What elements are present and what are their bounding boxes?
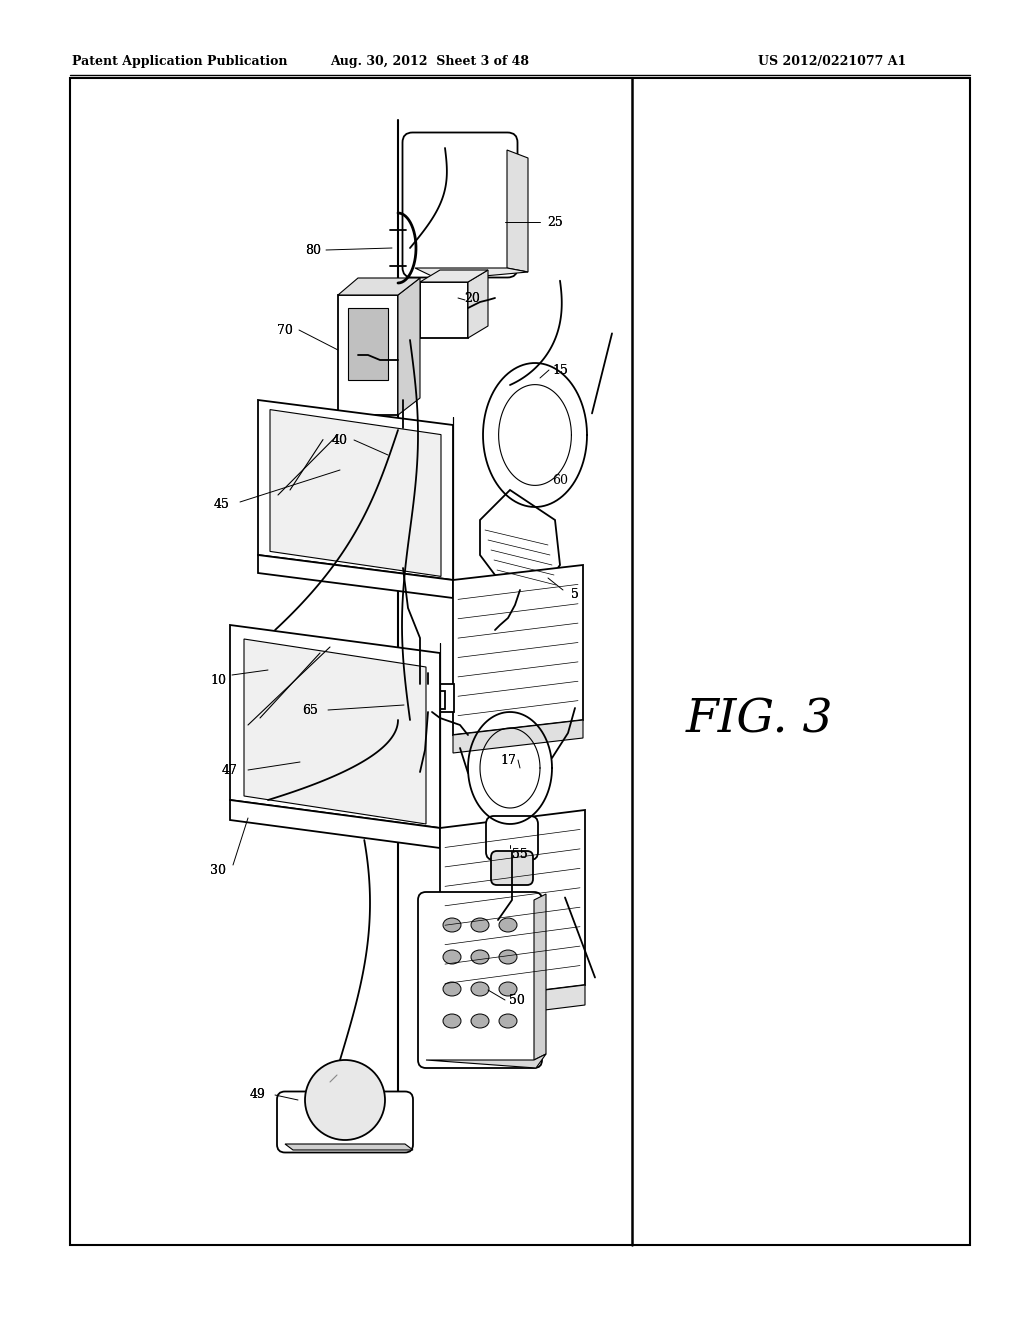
Text: 5: 5 [571,589,579,602]
Polygon shape [388,428,432,438]
Polygon shape [348,308,388,380]
Text: FIG. 3: FIG. 3 [686,697,834,743]
Text: 80: 80 [305,243,321,256]
Polygon shape [388,438,420,490]
FancyBboxPatch shape [490,851,534,884]
Polygon shape [258,400,453,579]
Text: 5: 5 [571,589,579,602]
Polygon shape [534,894,546,1060]
FancyBboxPatch shape [418,892,542,1068]
Polygon shape [426,1053,546,1068]
Polygon shape [420,428,432,490]
Text: 50: 50 [509,994,525,1006]
Bar [402,684,454,711]
Bar [70,78,970,1245]
Polygon shape [230,800,440,847]
Text: 47: 47 [222,763,238,776]
Text: 50: 50 [509,994,525,1006]
Bar [431,690,445,709]
FancyBboxPatch shape [402,132,517,277]
Polygon shape [507,150,528,272]
Ellipse shape [443,917,461,932]
Polygon shape [244,639,426,824]
Text: 60: 60 [552,474,568,487]
Polygon shape [420,282,468,338]
Text: 17: 17 [500,754,516,767]
Polygon shape [285,1144,413,1150]
Text: 10: 10 [210,673,226,686]
Polygon shape [270,409,441,577]
Polygon shape [440,810,585,1003]
Polygon shape [338,294,398,414]
Polygon shape [453,719,583,752]
Ellipse shape [443,982,461,997]
Text: 15: 15 [552,363,568,376]
Bar [411,690,425,709]
FancyBboxPatch shape [486,816,538,861]
Text: 49: 49 [250,1089,266,1101]
Text: 45: 45 [214,499,230,511]
Ellipse shape [471,950,489,964]
Polygon shape [453,565,583,735]
Text: 25: 25 [547,215,563,228]
Ellipse shape [499,950,517,964]
Polygon shape [338,279,420,294]
Text: 20: 20 [464,292,480,305]
Polygon shape [480,490,560,590]
Text: 47: 47 [222,763,238,776]
Text: 49: 49 [250,1089,266,1101]
Circle shape [305,1060,385,1140]
Ellipse shape [443,1014,461,1028]
Polygon shape [468,271,488,338]
Ellipse shape [499,1014,517,1028]
Text: 30: 30 [210,863,226,876]
Ellipse shape [499,982,517,997]
Polygon shape [440,985,585,1023]
Polygon shape [398,279,420,414]
Ellipse shape [471,982,489,997]
Text: 15: 15 [552,363,568,376]
Text: 40: 40 [332,433,348,446]
Text: 20: 20 [464,292,480,305]
Ellipse shape [471,1014,489,1028]
Text: 30: 30 [210,863,226,876]
Polygon shape [258,554,453,598]
Text: 80: 80 [305,243,321,256]
Text: 65: 65 [302,704,317,717]
Polygon shape [415,268,528,280]
Ellipse shape [471,917,489,932]
Text: 55: 55 [512,849,528,862]
FancyBboxPatch shape [442,271,478,293]
FancyBboxPatch shape [278,1092,413,1152]
Text: 45: 45 [214,499,230,511]
Ellipse shape [443,950,461,964]
Ellipse shape [499,917,517,932]
Text: 55: 55 [512,849,528,862]
Text: 70: 70 [278,323,293,337]
Text: 70: 70 [278,323,293,337]
Text: 25: 25 [547,215,563,228]
Text: US 2012/0221077 A1: US 2012/0221077 A1 [758,55,906,69]
Text: Aug. 30, 2012  Sheet 3 of 48: Aug. 30, 2012 Sheet 3 of 48 [331,55,529,69]
Text: 17: 17 [500,754,516,767]
Polygon shape [420,271,488,282]
Polygon shape [230,624,440,828]
Text: Patent Application Publication: Patent Application Publication [72,55,288,69]
Text: 65: 65 [302,704,317,717]
Text: 40: 40 [332,433,348,446]
Text: 10: 10 [210,673,226,686]
